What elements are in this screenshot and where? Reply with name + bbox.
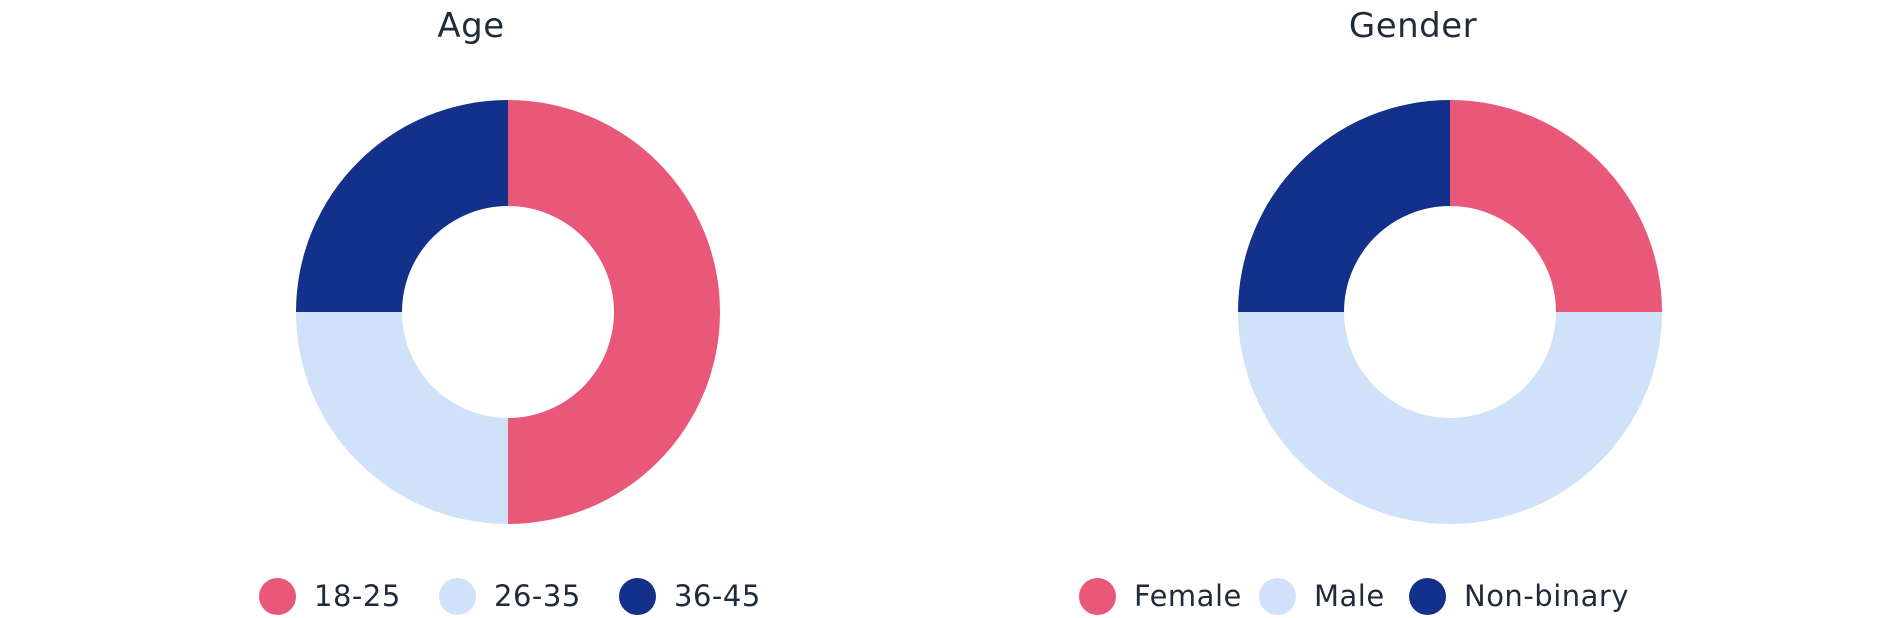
legend-label-36-45: 36-45 [674, 579, 761, 613]
gender-legend: Female Male Non-binary [942, 574, 1884, 618]
legend-item-female[interactable]: Female [1079, 574, 1242, 618]
age-slice-18-25[interactable] [508, 100, 720, 524]
legend-label-male: Male [1314, 579, 1385, 613]
legend-label-non-binary: Non-binary [1464, 579, 1629, 613]
gender-slice-female[interactable] [1450, 100, 1662, 312]
age-chart-panel: Age 18-25 26-35 36-45 [0, 0, 942, 615]
gender-chart-panel: Gender Female Male Non-binary [942, 0, 1884, 615]
legend-swatch-26-35 [439, 577, 476, 615]
legend-swatch-female [1079, 577, 1116, 615]
gender-chart-title: Gender [1348, 6, 1478, 46]
legend-swatch-non-binary [1409, 577, 1446, 615]
legend-swatch-18-25 [259, 577, 296, 615]
age-slice-36-45[interactable] [296, 100, 508, 312]
legend-swatch-male [1259, 577, 1296, 615]
gender-slice-non-binary[interactable] [1238, 100, 1450, 312]
legend-label-female: Female [1134, 579, 1242, 613]
legend-item-male[interactable]: Male [1259, 574, 1385, 618]
legend-swatch-36-45 [619, 577, 656, 615]
legend-item-36-45[interactable]: 36-45 [619, 574, 761, 618]
legend-label-18-25: 18-25 [314, 579, 401, 613]
age-legend: 18-25 26-35 36-45 [0, 574, 942, 618]
legend-label-26-35: 26-35 [494, 579, 581, 613]
legend-item-non-binary[interactable]: Non-binary [1409, 574, 1629, 618]
legend-item-18-25[interactable]: 18-25 [259, 574, 401, 618]
age-donut-chart [296, 100, 720, 524]
legend-item-26-35[interactable]: 26-35 [439, 574, 581, 618]
gender-slice-male[interactable] [1238, 312, 1662, 524]
gender-donut-chart [1238, 100, 1662, 524]
age-chart-title: Age [437, 6, 505, 46]
age-slice-26-35[interactable] [296, 312, 508, 524]
